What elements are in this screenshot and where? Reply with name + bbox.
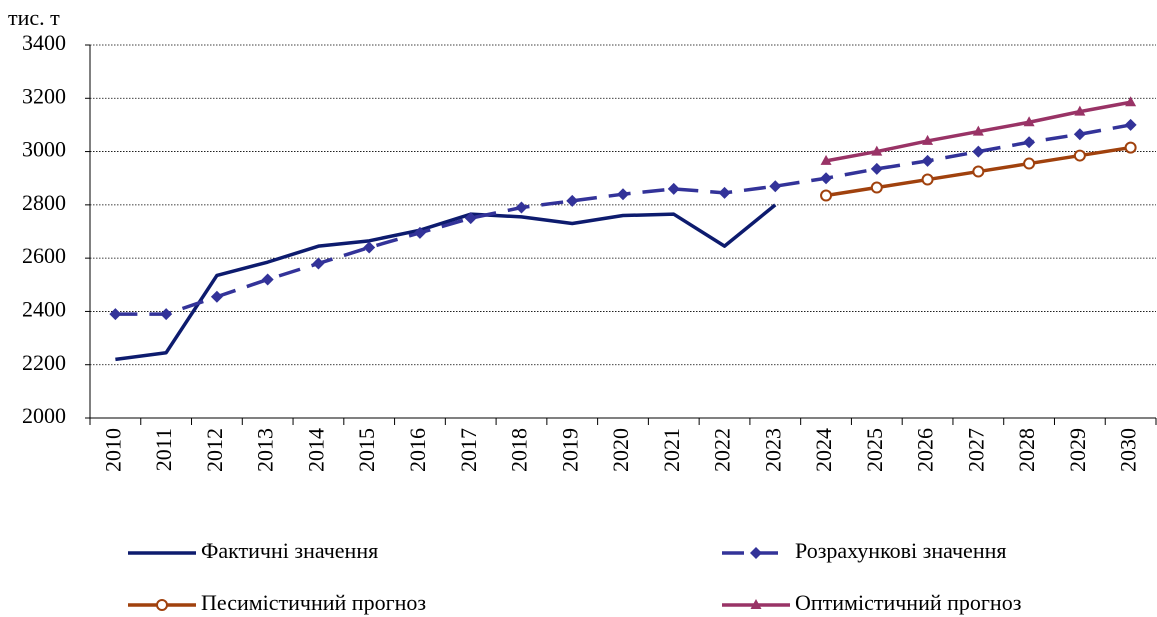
x-tick-label: 2029 [1065, 428, 1090, 472]
y-tick-label: 3400 [22, 30, 66, 55]
marker [1023, 116, 1035, 127]
marker [515, 201, 528, 214]
marker [972, 125, 984, 136]
x-tick-label: 2010 [100, 428, 125, 472]
y-tick-label: 2600 [22, 243, 66, 268]
x-tick-label: 2021 [659, 428, 684, 472]
x-tick-label: 2027 [963, 428, 988, 472]
marker [870, 181, 883, 194]
marker [667, 182, 680, 195]
legend-label: Фактичні значення [201, 538, 378, 563]
x-tick-label: 2030 [1116, 428, 1141, 472]
marker [1124, 141, 1137, 154]
legend-label: Оптимістичний прогноз [795, 590, 1021, 615]
x-tick-label: 2011 [151, 428, 176, 471]
x-tick-label: 2013 [253, 428, 278, 472]
x-tick-label: 2016 [405, 428, 430, 472]
marker [1073, 149, 1086, 162]
marker [750, 547, 762, 559]
series-line [115, 203, 777, 362]
marker [820, 172, 833, 185]
x-tick-label: 2019 [557, 428, 582, 472]
marker [566, 194, 579, 207]
x-tick-label: 2020 [608, 428, 633, 472]
marker [922, 134, 934, 145]
marker [261, 273, 274, 286]
marker [820, 154, 832, 165]
marker [750, 599, 762, 609]
marker [617, 188, 629, 201]
x-tick-label: 2017 [456, 428, 481, 472]
x-tick-label: 2023 [760, 428, 785, 472]
y-tick-label: 2800 [22, 190, 66, 215]
x-tick-label: 2015 [354, 428, 379, 472]
marker [1125, 96, 1137, 107]
marker [769, 180, 782, 193]
y-tick-label: 2000 [22, 403, 66, 428]
marker [871, 145, 883, 156]
marker [210, 290, 223, 303]
marker [1073, 128, 1086, 141]
x-tick-label: 2022 [710, 428, 735, 472]
marker [1023, 136, 1036, 149]
x-tick-label: 2028 [1014, 428, 1039, 472]
marker [870, 162, 883, 175]
marker [156, 599, 168, 611]
marker [363, 241, 376, 254]
x-tick-label: 2025 [862, 428, 887, 472]
marker [160, 308, 173, 321]
x-tick-label: 2018 [507, 428, 532, 472]
marker [312, 257, 325, 270]
marker [1124, 118, 1137, 131]
marker [972, 145, 985, 158]
marker [413, 226, 426, 239]
y-tick-label: 3000 [22, 137, 66, 162]
marker [718, 186, 731, 199]
y-tick-label: 2400 [22, 296, 66, 321]
y-unit-label: тис. т [8, 5, 60, 30]
marker [464, 212, 477, 225]
y-tick-label: 3200 [22, 83, 66, 108]
marker [921, 173, 934, 186]
marker [1023, 157, 1036, 170]
x-tick-label: 2026 [913, 428, 938, 472]
x-tick-label: 2012 [202, 428, 227, 472]
marker [972, 165, 985, 178]
legend-label: Розрахункові значення [795, 538, 1007, 563]
marker [109, 308, 122, 321]
marker [820, 189, 833, 202]
x-tick-label: 2014 [303, 428, 328, 472]
marker [921, 154, 934, 167]
legend-label: Песимістичний прогноз [201, 590, 426, 615]
marker [1074, 105, 1086, 116]
y-tick-label: 2200 [22, 350, 66, 375]
x-tick-label: 2024 [811, 428, 836, 472]
